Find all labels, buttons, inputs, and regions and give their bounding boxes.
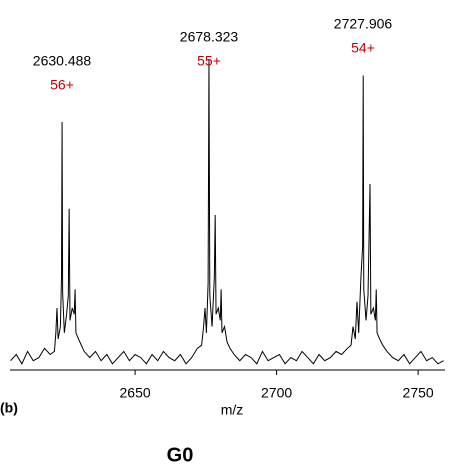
peak-charge-label: 56+ — [50, 77, 74, 93]
peak-charge-label: 55+ — [197, 53, 221, 69]
peak-mass-label: 2727.906 — [334, 16, 393, 32]
spectrum-line — [10, 59, 444, 365]
peak-charge-label: 54+ — [351, 40, 375, 56]
caption: G0 — [167, 444, 194, 466]
x-tick-label: 2700 — [261, 385, 292, 401]
x-axis-label: m/z — [221, 402, 244, 418]
peak-mass-label: 2630.488 — [33, 53, 92, 69]
panel-label: (b) — [0, 400, 18, 416]
peak-mass-label: 2678.323 — [180, 29, 239, 45]
x-tick-label: 2750 — [403, 385, 434, 401]
x-tick-label: 2650 — [120, 385, 151, 401]
